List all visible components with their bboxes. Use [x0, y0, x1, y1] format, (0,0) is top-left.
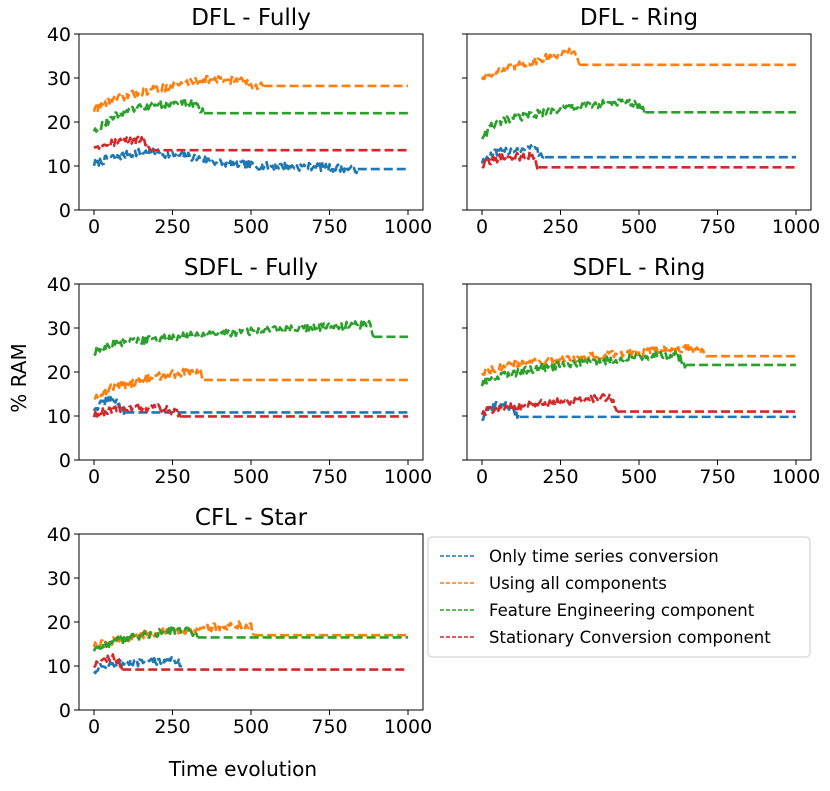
x-tick-label: 1000	[772, 216, 820, 238]
y-tick-label: 10	[47, 406, 71, 428]
panel-title: SDFL - Fully	[184, 255, 318, 281]
y-tick-label: 40	[47, 274, 71, 296]
y-tick-label: 30	[47, 68, 71, 90]
series-line-0	[480, 144, 546, 165]
series-lines	[480, 343, 796, 422]
series-line-2	[92, 96, 206, 133]
x-tick-label: 500	[233, 466, 269, 488]
x-tick-label: 1000	[384, 466, 432, 488]
series-lines	[92, 319, 408, 420]
series-line-0	[480, 400, 521, 422]
panel-frame	[466, 33, 812, 211]
series-line-1	[93, 367, 205, 401]
y-tick-label: 40	[47, 524, 71, 546]
x-tick-label: 0	[476, 466, 488, 488]
chart-panel-3: SDFL - Ring 0 250 500 750 1000	[462, 255, 820, 488]
series-line-3	[93, 135, 152, 151]
legend-label: Only time series conversion	[489, 547, 719, 566]
series-lines	[480, 47, 796, 170]
legend-item: Feature Engineering component	[440, 601, 755, 620]
panel-frame	[78, 33, 424, 211]
series-line-3	[92, 653, 124, 671]
x-tick-label: 1000	[772, 466, 820, 488]
legend-label: Using all components	[489, 574, 667, 593]
y-tick-label: 0	[59, 700, 71, 722]
series-line-2	[93, 319, 375, 356]
x-tick-label: 250	[154, 466, 190, 488]
x-axis-label: Time evolution	[168, 757, 317, 781]
panel-title: CFL - Star	[195, 505, 308, 531]
chart-panel-4: CFL - Star 0 250 500 750 1000 0 10 20 30 40	[47, 505, 432, 738]
x-tick-label: 500	[233, 716, 269, 738]
x-tick-label: 1000	[384, 716, 432, 738]
y-tick-label: 20	[47, 362, 71, 384]
panel-title: SDFL - Ring	[573, 255, 706, 281]
legend-label: Stationary Conversion component	[489, 628, 771, 647]
series-line-3	[481, 150, 540, 170]
legend-item: Only time series conversion	[440, 547, 719, 566]
y-tick-label: 0	[59, 450, 71, 472]
x-tick-label: 500	[621, 216, 657, 238]
chart-panel-2: SDFL - Fully 0 250 500 750 1000 0 10 20 30 40	[47, 255, 432, 488]
y-tick-label: 40	[47, 24, 71, 46]
x-tick-label: 250	[154, 716, 190, 738]
x-tick-label: 250	[154, 216, 190, 238]
panel-frame	[78, 283, 424, 461]
x-tick-label: 750	[699, 216, 735, 238]
series-line-1	[480, 47, 581, 81]
panel-title: DFL - Ring	[580, 5, 698, 31]
x-tick-label: 250	[542, 466, 578, 488]
y-tick-label: 20	[47, 612, 71, 634]
x-tick-label: 500	[621, 466, 657, 488]
y-tick-label: 30	[47, 318, 71, 340]
legend-frame	[427, 536, 811, 658]
series-line-0	[92, 147, 360, 175]
series-line-3	[480, 393, 619, 417]
y-tick-label: 0	[59, 200, 71, 222]
y-tick-label: 20	[47, 112, 71, 134]
legend-item: Stationary Conversion component	[440, 628, 771, 647]
legend-label: Feature Engineering component	[489, 601, 755, 620]
legend: Only time series conversion Using all com…	[427, 536, 811, 658]
series-line-2	[480, 98, 647, 140]
series-line-0	[92, 655, 183, 675]
x-tick-label: 750	[311, 466, 347, 488]
x-tick-label: 0	[476, 216, 488, 238]
legend-item: Using all components	[440, 574, 667, 593]
series-lines	[92, 74, 408, 175]
x-tick-label: 0	[88, 216, 100, 238]
x-tick-label: 0	[88, 466, 100, 488]
series-line-3	[92, 403, 183, 420]
series-line-2	[480, 350, 688, 387]
series-line-1	[92, 74, 265, 113]
y-tick-label: 10	[47, 156, 71, 178]
y-axis-label: % RAM	[7, 343, 31, 412]
y-tick-label: 10	[47, 656, 71, 678]
x-tick-label: 750	[699, 466, 735, 488]
x-tick-label: 250	[542, 216, 578, 238]
x-tick-label: 0	[88, 716, 100, 738]
y-tick-label: 30	[47, 568, 71, 590]
chart-panel-1: DFL - Ring 0 250 500 750 1000	[462, 5, 820, 238]
x-tick-label: 500	[233, 216, 269, 238]
panel-frame	[78, 533, 424, 711]
x-tick-label: 750	[311, 716, 347, 738]
chart-panel-0: DFL - Fully 0 250 500 750 1000 0 10 20 30 40	[47, 5, 432, 238]
series-line-2	[92, 626, 199, 652]
series-lines	[92, 620, 408, 675]
panel-title: DFL - Fully	[191, 5, 311, 31]
x-tick-label: 750	[311, 216, 347, 238]
x-tick-label: 1000	[384, 216, 432, 238]
